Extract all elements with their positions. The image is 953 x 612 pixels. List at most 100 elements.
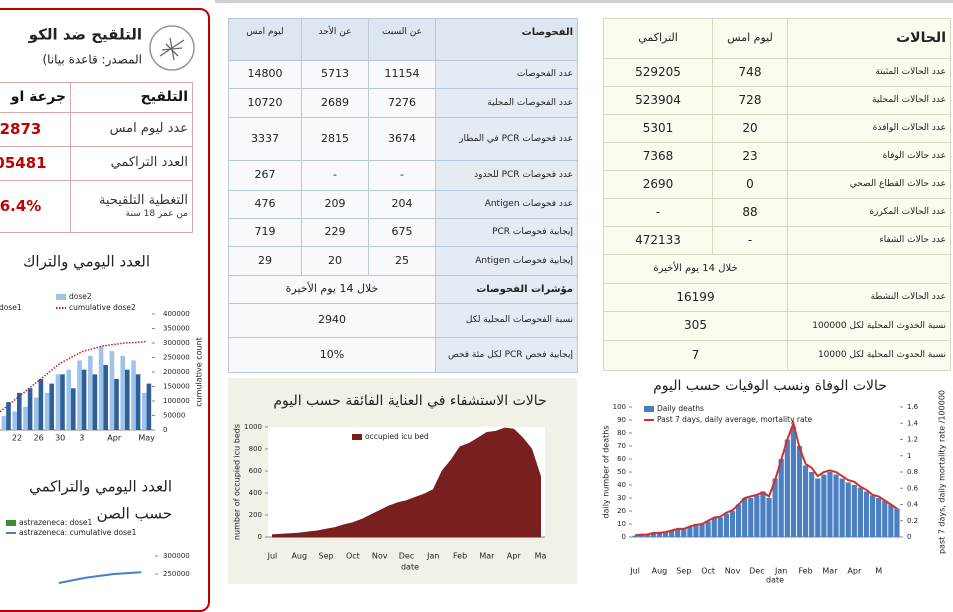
cell-value: 14800	[229, 61, 302, 89]
bar	[651, 533, 656, 537]
cell-value: 6.4%	[0, 181, 71, 233]
bar	[870, 495, 875, 537]
row-label: نسبة الحدوث المحلية لكل 10000	[788, 341, 951, 371]
cell-value: 7368	[604, 143, 713, 171]
bar	[657, 533, 662, 537]
row-label: عدد الحالات النشطة	[788, 284, 951, 312]
bar	[833, 475, 838, 537]
cell-value: 529205	[604, 59, 713, 87]
cell-value: 25	[369, 247, 436, 276]
y-tick-label: 30	[617, 494, 626, 502]
row-label: نسبة الحدوث المحلية لكل 100000	[788, 312, 951, 341]
chart-title: حالات الوفاة ونسب الوفيات حسب اليوم	[653, 378, 887, 394]
bar	[827, 472, 832, 537]
x-tick-label: M	[875, 567, 882, 576]
x-tick-label: Aug	[652, 567, 668, 576]
y2-tick-label: 1.4	[907, 419, 919, 427]
column-header: ليوم امس	[229, 19, 302, 61]
y2-tick-label: 1	[907, 452, 911, 460]
column-header: عن الأحد	[302, 19, 369, 61]
cell-value: 16199	[604, 284, 788, 312]
row-note: من عمر 18 سنة	[75, 209, 188, 219]
cell-value: 7	[604, 341, 788, 371]
section-period: خلال 14 يوم الأخيرة	[229, 276, 436, 304]
y-tick-label: 20	[617, 507, 626, 515]
column-header: عن السبت	[369, 19, 436, 61]
y-axis-label: daily number of deaths	[602, 426, 611, 519]
y2-axis-label: past 7 days, daily mortality rate /10000…	[938, 390, 947, 554]
row-label: نسبة الفحوصات المحلية لكل	[436, 304, 578, 338]
cell-value: 209	[302, 191, 369, 219]
cell-value: 2940	[229, 304, 436, 338]
row-label: إيجابية فحوصات PCR	[436, 219, 578, 247]
bar	[840, 479, 845, 538]
x-tick-label: Nov	[725, 567, 741, 576]
y2-tick-label: 0	[907, 533, 911, 541]
bar	[864, 492, 869, 538]
bar	[687, 527, 692, 537]
row-label: عدد فحوصات PCR للحدود	[436, 161, 578, 191]
x-tick-label: Mar	[822, 567, 838, 576]
bar	[669, 531, 674, 538]
cell-value: 3674	[369, 118, 436, 161]
bar	[681, 529, 686, 537]
bar	[779, 459, 784, 537]
bar	[797, 446, 802, 537]
bar	[639, 534, 644, 537]
bar	[693, 524, 698, 537]
y2-tick-label: 1.2	[907, 436, 918, 444]
bar	[663, 532, 668, 537]
section-period: خلال 14 يوم الأخيرة	[604, 255, 788, 284]
cell-value: 20	[302, 247, 369, 276]
bar	[718, 518, 723, 538]
bar	[706, 521, 711, 537]
y-tick-label: 100	[613, 403, 626, 411]
bar	[766, 498, 771, 537]
cell-value: 3337	[229, 118, 302, 161]
row-label: عدد الحالات المحلية	[788, 87, 951, 115]
y-tick-label: 0	[622, 533, 626, 541]
bar	[785, 440, 790, 538]
row-label: عدد حالات الوفاة	[788, 143, 951, 171]
column-header: التراكمي	[604, 19, 713, 59]
row-label: إيجابية فحوصات Antigen	[436, 247, 578, 276]
bar	[894, 508, 899, 537]
y-tick-label: 60	[617, 455, 626, 463]
row-label: عدد الفحوصات	[436, 61, 578, 89]
bar	[699, 524, 704, 537]
bar	[675, 529, 680, 537]
cell-value: -	[369, 161, 436, 191]
x-tick-label: Sep	[676, 567, 691, 576]
cell-value: 0	[713, 171, 788, 199]
icu-panel	[228, 378, 577, 584]
cell-value: 29	[229, 247, 302, 276]
column-header: ليوم امس	[713, 19, 788, 59]
row-label-text: العدد التراكمي	[111, 155, 188, 170]
bar	[803, 466, 808, 538]
row-label-text: التغطية التلقيحية	[99, 193, 188, 208]
cell-value: 229	[302, 219, 369, 247]
cell-value: 23	[713, 143, 788, 171]
cell-value: 5713	[302, 61, 369, 89]
row-label: عدد الحالات المثبتة	[788, 59, 951, 87]
bar	[888, 505, 893, 538]
cell-value: 5301	[604, 115, 713, 143]
table-row: خلال 14 يوم الأخيرة	[604, 255, 951, 284]
row-label: العدد التراكمي	[71, 147, 193, 181]
y2-tick-label: 0.8	[907, 468, 918, 476]
row-label: عدد الحالات الوافدة	[788, 115, 951, 143]
bar	[846, 482, 851, 537]
bar	[712, 518, 717, 538]
bar	[742, 498, 747, 537]
